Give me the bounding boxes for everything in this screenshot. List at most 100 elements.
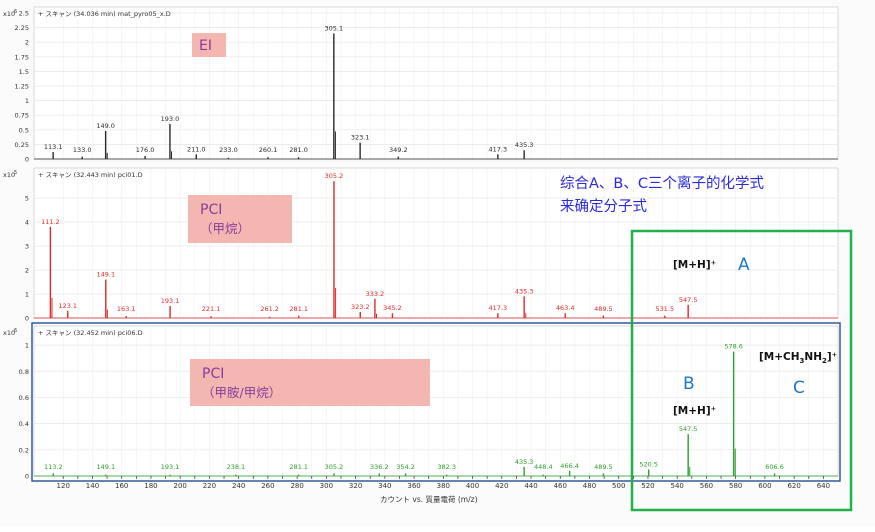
x-tick-label: 200 bbox=[173, 482, 186, 490]
peak-label: 163.1 bbox=[117, 305, 136, 313]
peak-label: 176.0 bbox=[136, 146, 155, 154]
y-tick-label: 0 bbox=[25, 473, 29, 481]
ion-a-label: [M+H]⁺ bbox=[673, 259, 716, 271]
x-tick-label: 160 bbox=[115, 482, 128, 490]
x-tick-label: 400 bbox=[466, 482, 479, 490]
y-tick-label: 0.8 bbox=[19, 368, 29, 376]
ion-c-letter: C bbox=[793, 378, 805, 398]
peak-label: 305.1 bbox=[325, 24, 344, 32]
x-tick-label: 260 bbox=[261, 482, 274, 490]
y-tick-label: 1 bbox=[25, 291, 29, 299]
x-tick-label: 320 bbox=[349, 482, 362, 490]
x-tick-label: 240 bbox=[232, 482, 245, 490]
ion-b-letter: B bbox=[683, 374, 695, 394]
peak-label: 417.3 bbox=[489, 145, 508, 153]
x-tick-label: 140 bbox=[86, 482, 99, 490]
y-tick-label: 1 bbox=[25, 342, 29, 350]
scan-header: + スキャン (34.036 min) mat_pyro05_x.D bbox=[38, 10, 171, 18]
x-tick-label: 480 bbox=[583, 482, 596, 490]
scan-header: + スキャン (32.452 min) pci06.D bbox=[38, 329, 143, 337]
y-tick-label: 0.75 bbox=[15, 112, 29, 120]
peak-label: 354.2 bbox=[396, 463, 415, 471]
peak-label: 149.1 bbox=[96, 271, 115, 279]
peak-label: 305.2 bbox=[325, 172, 344, 180]
peak-label: 489.5 bbox=[594, 463, 613, 471]
x-tick-label: 640 bbox=[817, 482, 830, 490]
summary-line-1: 综合A、B、C三个离子的化学式 bbox=[560, 175, 764, 192]
blue-frame bbox=[31, 322, 841, 482]
x-tick-label: 500 bbox=[612, 482, 625, 490]
peak-label: 238.1 bbox=[227, 463, 246, 471]
peak-label: 466.4 bbox=[560, 462, 579, 470]
y-exponent-power: 5 bbox=[14, 170, 17, 176]
peak-label: 382.3 bbox=[437, 463, 456, 471]
x-tick-label: 220 bbox=[203, 482, 216, 490]
summary-line-2: 来确定分子式 bbox=[560, 198, 647, 215]
x-tick-label: 620 bbox=[787, 482, 800, 490]
peak-label: 113.1 bbox=[44, 143, 63, 151]
peak-label: 305.2 bbox=[325, 463, 344, 471]
x-tick-label: 580 bbox=[729, 482, 742, 490]
x-tick-label: 540 bbox=[671, 482, 684, 490]
y-tick-label: 1 bbox=[25, 97, 29, 105]
peak-label: 547.5 bbox=[679, 425, 698, 433]
x-axis: 120 140 160 180 200 220 240 260 280 300 320 340 360 3… bbox=[57, 476, 830, 490]
peak-label: 323.1 bbox=[351, 134, 370, 142]
peak-label: 323.2 bbox=[351, 303, 370, 311]
peak-label: 417.3 bbox=[489, 304, 508, 312]
peak-label: 547.5 bbox=[679, 296, 698, 304]
ion-a-letter: A bbox=[738, 255, 750, 275]
peak-label: 261.2 bbox=[260, 305, 279, 313]
x-tick-label: 600 bbox=[758, 482, 771, 490]
ionization-tag-sublabel: （甲烷） bbox=[200, 221, 250, 236]
ionization-tag-label: PCI bbox=[202, 366, 224, 382]
peak-label: 345.2 bbox=[383, 304, 402, 312]
x-tick-label: 120 bbox=[57, 482, 70, 490]
x-tick-label: 440 bbox=[524, 482, 537, 490]
y-tick-label: 3 bbox=[25, 243, 29, 251]
peak-label: 133.0 bbox=[73, 146, 92, 154]
ion-b-label: [M+H]⁺ bbox=[673, 405, 716, 417]
peak-label: 435.3 bbox=[515, 287, 534, 295]
y-tick-label: 0.25 bbox=[15, 141, 29, 149]
x-tick-label: 340 bbox=[378, 482, 391, 490]
y-tick-label: 0 bbox=[25, 315, 29, 323]
x-tick-label: 420 bbox=[495, 482, 508, 490]
y-tick-label: 2.5 bbox=[19, 10, 29, 18]
x-tick-label: 360 bbox=[407, 482, 420, 490]
peak-label: 349.2 bbox=[389, 146, 408, 154]
y-tick-label: 5 bbox=[25, 195, 29, 203]
peak-label: 435.3 bbox=[515, 458, 534, 466]
peak-label: 336.2 bbox=[370, 463, 389, 471]
y-tick-label: 1.25 bbox=[15, 83, 29, 91]
y-exponent: x10 bbox=[3, 10, 15, 18]
x-tick-label: 560 bbox=[700, 482, 713, 490]
ion-c-label: [M+CH3NH2]⁺ bbox=[759, 351, 837, 365]
peak-label: 221.1 bbox=[202, 305, 221, 313]
x-tick-label: 520 bbox=[641, 482, 654, 490]
y-tick-label: 4 bbox=[25, 219, 29, 227]
plot-area bbox=[33, 325, 839, 477]
peak-label: 281.0 bbox=[289, 146, 308, 154]
y-tick-label: 2.25 bbox=[15, 24, 29, 32]
x-tick-label: 180 bbox=[144, 482, 157, 490]
peak-label: 489.5 bbox=[594, 305, 613, 313]
ionization-tag bbox=[188, 195, 292, 243]
y-tick-label: 2 bbox=[25, 267, 29, 275]
peak-label: 149.1 bbox=[96, 463, 115, 471]
plot-area bbox=[33, 6, 839, 160]
y-tick-label: 0.2 bbox=[19, 446, 29, 454]
peak-label: 435.3 bbox=[515, 141, 534, 149]
ionization-tag bbox=[192, 33, 226, 57]
x-tick-label: 280 bbox=[290, 482, 303, 490]
peak-label: 448.4 bbox=[534, 463, 553, 471]
peak-label: 520.5 bbox=[639, 460, 658, 468]
y-tick-label: 1.5 bbox=[19, 68, 29, 76]
peak-label: 260.1 bbox=[259, 146, 278, 154]
peak-label: 281.1 bbox=[289, 305, 308, 313]
y-tick-label: 2 bbox=[25, 39, 29, 47]
